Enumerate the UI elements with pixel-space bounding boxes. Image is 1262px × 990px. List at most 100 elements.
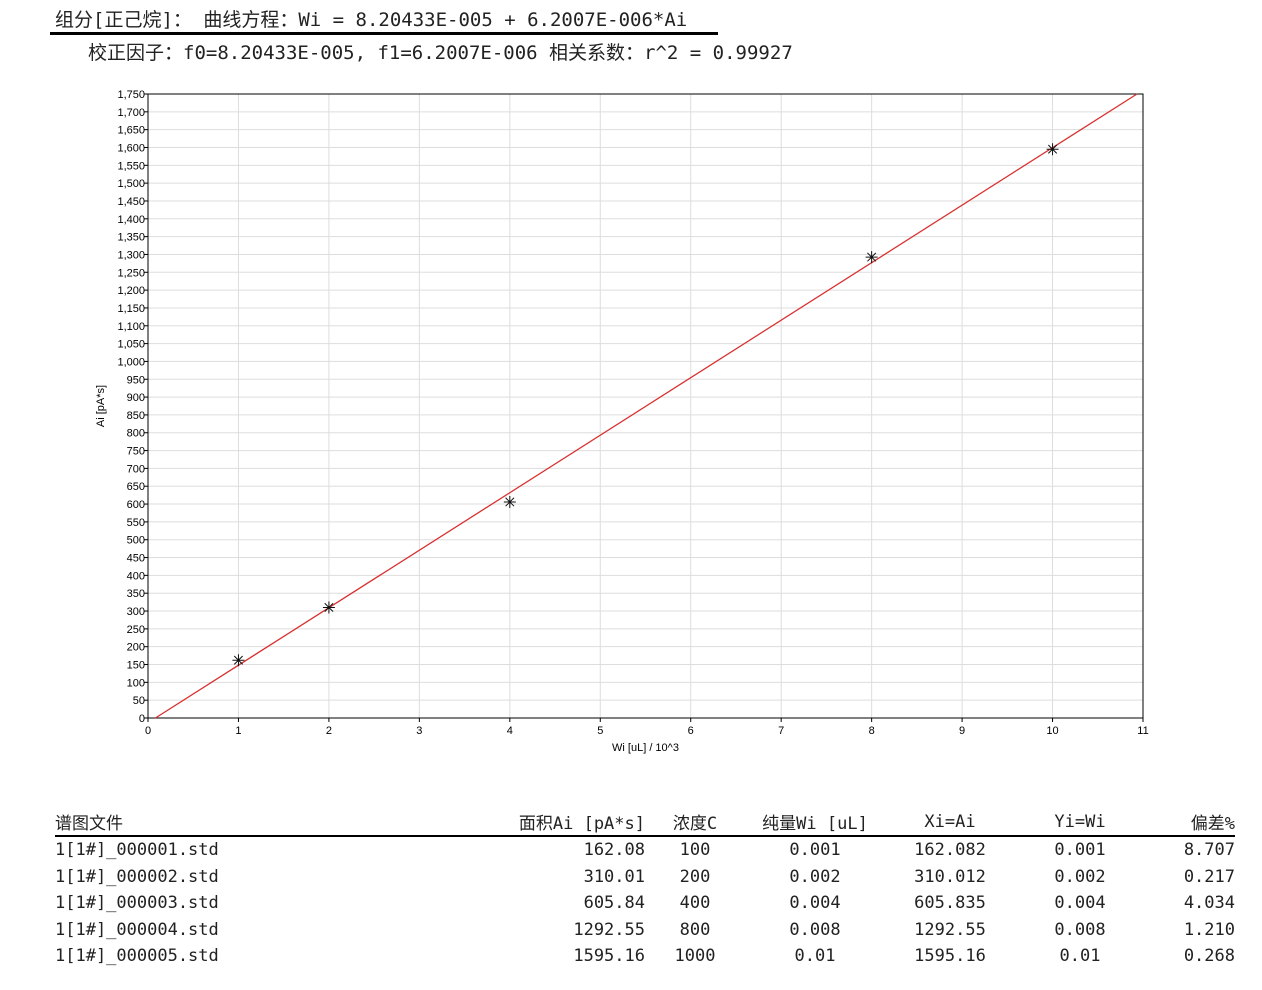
y-tick-label: 550 <box>127 517 145 529</box>
y-tick-label: 1,700 <box>117 107 145 119</box>
curve-equation: 组分[正己烷]： 曲线方程：Wi = 8.20433E-005 + 6.2007… <box>55 9 688 31</box>
calibration-factors: 校正因子：f0=8.20433E-005, f1=6.2007E-006 相关系… <box>88 42 793 64</box>
table-cell: 0.01 <box>1059 946 1101 967</box>
y-tick-label: 1,650 <box>117 125 145 137</box>
calibration-table: 谱图文件 面积Ai [pA*s] 浓度C 纯量Wi [uL] Xi=Ai Yi=… <box>55 808 1235 970</box>
x-tick-label: 0 <box>145 725 151 737</box>
table-row: 1[1#]_000003.std 605.84 400 0.004 605.835 0.0… <box>55 890 1235 917</box>
x-tick-label: 5 <box>597 725 603 737</box>
table-cell: 0.01 <box>794 946 836 967</box>
plot-frame <box>147 93 1144 719</box>
table-cell: 605.835 <box>914 893 986 914</box>
x-tick-label: 11 <box>1137 725 1148 737</box>
y-tick-label: 300 <box>127 606 145 618</box>
y-tick-label: 800 <box>127 428 145 440</box>
table-cell: 1[1#]_000003.std <box>55 893 219 914</box>
y-tick-label: 1,200 <box>117 285 145 297</box>
y-tick-label: 1,400 <box>117 214 145 226</box>
y-tick-label: 1,550 <box>117 160 145 172</box>
y-tick-label: 50 <box>133 695 145 707</box>
table-cell: 1.210 <box>1183 919 1235 940</box>
y-tick-label: 850 <box>127 410 145 422</box>
data-point <box>1046 143 1059 156</box>
y-tick-label: 1,300 <box>117 249 145 261</box>
table-cell: 1[1#]_000002.std <box>55 866 219 887</box>
y-tick-label: 450 <box>127 553 145 565</box>
table-cell: 1292.55 <box>914 919 986 940</box>
x-tick-label: 8 <box>869 725 875 737</box>
table-cell: 310.01 <box>583 866 645 887</box>
table-cell: 100 <box>679 840 711 861</box>
table-cell: 1292.55 <box>573 919 645 940</box>
data-point <box>503 495 516 508</box>
y-tick-label: 1,750 <box>117 89 145 101</box>
x-tick-label: 7 <box>778 725 784 737</box>
y-axis-label: Ai [pA*s] <box>95 385 107 427</box>
col-header: 纯量Wi [uL] <box>762 814 868 834</box>
table-cell: 0.217 <box>1183 866 1235 887</box>
header-divider <box>50 32 718 35</box>
table-cell: 1[1#]_000004.std <box>55 919 219 940</box>
table-row: 1[1#]_000001.std 162.08 100 0.001 162.082 0.0… <box>55 837 1235 864</box>
y-tick-label: 600 <box>127 499 145 511</box>
calibration-chart: 0501001502002503003504004505005506006507… <box>95 89 1149 754</box>
table-cell: 1[1#]_000005.std <box>55 946 219 967</box>
table-cell: 0.001 <box>1054 840 1106 861</box>
y-tick-label: 1,050 <box>117 339 145 351</box>
data-point <box>322 601 335 614</box>
table-cell: 200 <box>679 866 711 887</box>
table-cell: 1[1#]_000001.std <box>55 840 219 861</box>
table-cell: 162.082 <box>914 840 986 861</box>
table-cell: 1595.16 <box>914 946 986 967</box>
data-point <box>232 654 245 667</box>
y-tick-label: 700 <box>127 463 145 475</box>
table-cell: 0.002 <box>789 866 841 887</box>
y-tick-label: 1,500 <box>117 178 145 190</box>
y-tick-label: 1,450 <box>117 196 145 208</box>
x-tick-label: 4 <box>507 725 513 737</box>
y-tick-label: 350 <box>127 588 145 600</box>
x-axis-label: Wi [uL] / 10^3 <box>612 742 679 754</box>
col-header: Yi=Wi <box>1054 811 1106 832</box>
table-cell: 800 <box>679 919 711 940</box>
col-header: 谱图文件 <box>55 814 123 834</box>
table-cell: 8.707 <box>1183 840 1235 861</box>
table-row: 1[1#]_000004.std 1292.55 800 0.008 1292.55 0.… <box>55 917 1235 944</box>
table-cell: 0.268 <box>1183 946 1235 967</box>
y-tick-label: 1,600 <box>117 142 145 154</box>
table-cell: 0.001 <box>789 840 841 861</box>
fit-line <box>155 93 1138 719</box>
y-tick-label: 650 <box>127 481 145 493</box>
table-row: 1[1#]_000002.std 310.01 200 0.002 310.012 0.0… <box>55 864 1235 891</box>
y-tick-label: 950 <box>127 374 145 386</box>
col-header: 面积Ai [pA*s] <box>518 814 645 834</box>
table-header: 谱图文件 面积Ai [pA*s] 浓度C 纯量Wi [uL] Xi=Ai Yi=… <box>55 808 1235 837</box>
x-tick-label: 2 <box>326 725 332 737</box>
y-tick-label: 1,100 <box>117 321 145 333</box>
col-header: Xi=Ai <box>924 811 976 832</box>
table-cell: 0.002 <box>1054 866 1106 887</box>
y-tick-label: 150 <box>127 660 145 672</box>
y-tick-label: 200 <box>127 642 145 654</box>
data-point <box>865 251 878 264</box>
table-row: 1[1#]_000005.std 1595.16 1000 0.01 1595.16 0.… <box>55 943 1235 970</box>
y-tick-label: 500 <box>127 535 145 547</box>
table-cell: 0.004 <box>789 893 841 914</box>
y-tick-label: 0 <box>139 713 145 725</box>
table-cell: 0.008 <box>1054 919 1106 940</box>
table-cell: 1000 <box>674 946 716 967</box>
table-cell: 162.08 <box>583 840 645 861</box>
table-cell: 605.84 <box>583 893 645 914</box>
y-tick-label: 100 <box>127 677 145 689</box>
y-tick-label: 750 <box>127 446 145 458</box>
y-tick-label: 1,350 <box>117 232 145 244</box>
table-cell: 1595.16 <box>573 946 645 967</box>
y-tick-label: 250 <box>127 624 145 636</box>
x-tick-label: 10 <box>1046 725 1058 737</box>
col-header: 偏差% <box>1190 814 1235 834</box>
x-tick-label: 9 <box>959 725 965 737</box>
table-cell: 310.012 <box>914 866 986 887</box>
table-cell: 400 <box>679 893 711 914</box>
y-tick-label: 1,250 <box>117 267 145 279</box>
table-cell: 0.004 <box>1054 893 1106 914</box>
